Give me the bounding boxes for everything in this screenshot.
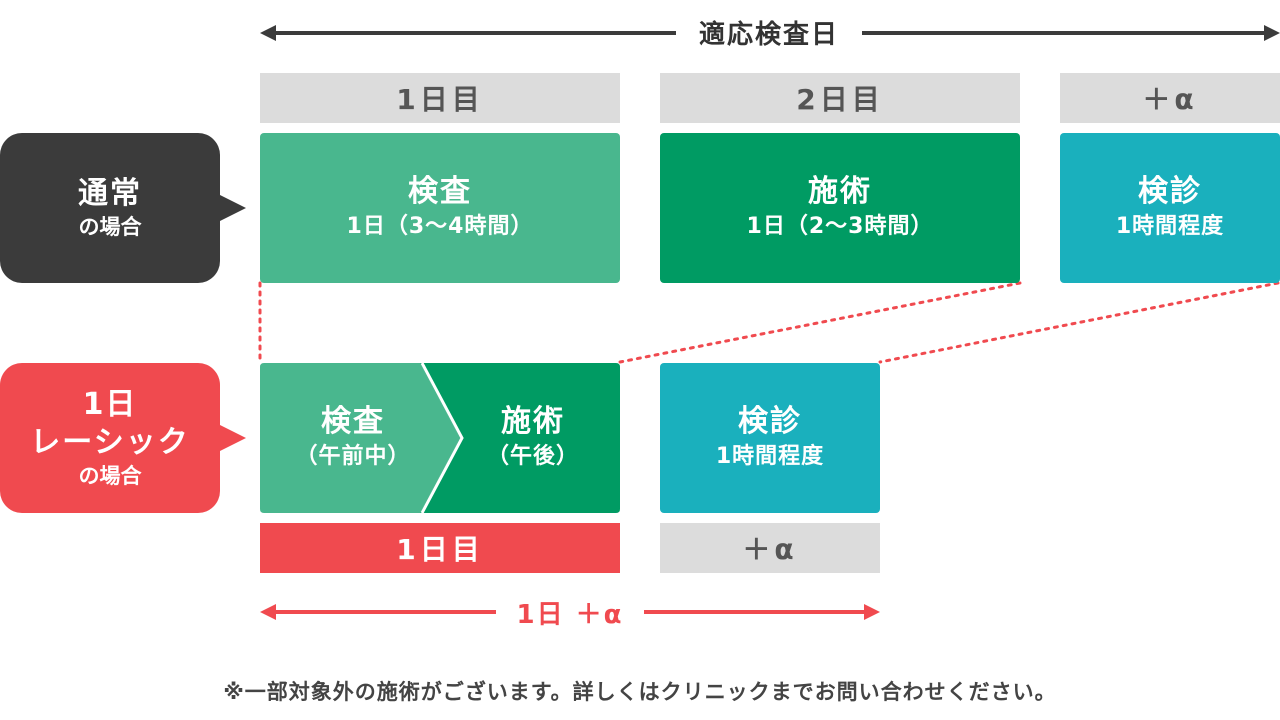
oneday-bubble-tail: [218, 424, 246, 452]
day-tag-1: 1日目: [260, 73, 620, 123]
normal-label-sub: の場合: [78, 215, 142, 239]
oneday-case-label: 1日 レーシック の場合: [0, 363, 220, 513]
oneday-exam-title: 検査: [321, 404, 385, 439]
normal-label-main: 通常: [78, 176, 142, 211]
day-tag-alpha: ＋α: [1060, 73, 1280, 123]
oneday-label-line1: 1日: [82, 387, 138, 422]
oneday-exam-time: （午前中）: [295, 444, 411, 469]
oneday-label-sub: の場合: [78, 464, 142, 488]
oneday-day-tag-1: 1日目: [260, 523, 620, 573]
arrow-left-icon: [260, 25, 276, 41]
normal-surgery-title: 施術: [808, 174, 872, 209]
oneday-checkup-title: 検診: [738, 404, 802, 439]
top-arrow-label: 適応検査日: [676, 14, 862, 51]
oneday-label-line2: レーシック: [30, 425, 190, 460]
normal-surgery-duration: 1日（2〜3時間）: [746, 214, 934, 239]
oneday-day-tag-alpha: ＋α: [660, 523, 880, 573]
bottom-arrow-label: 1日 ＋α: [496, 594, 644, 631]
normal-case-label: 通常 の場合: [0, 133, 220, 283]
oneday-exam-surgery-shape: [260, 363, 620, 513]
normal-exam-box: 検査 1日（3〜4時間）: [260, 133, 620, 283]
day-tag-2: 2日目: [660, 73, 1020, 123]
oneday-surgery-title: 施術: [501, 404, 565, 439]
normal-surgery-box: 施術 1日（2〜3時間）: [660, 133, 1020, 283]
connector-checkup: [878, 281, 1280, 364]
oneday-checkup-duration: 1時間程度: [715, 444, 825, 469]
oneday-checkup-box: 検診 1時間程度: [660, 363, 880, 513]
arrow-right-icon: [1264, 25, 1280, 41]
normal-checkup-box: 検診 1時間程度: [1060, 133, 1280, 283]
oneday-exam-box: 検査 （午前中）: [260, 363, 446, 513]
oneday-surgery-box: 施術 （午後）: [458, 363, 608, 513]
arrow-left-icon: [260, 604, 276, 620]
normal-checkup-title: 検診: [1138, 174, 1202, 209]
normal-bubble-tail: [218, 194, 246, 222]
connector-surgery: [618, 281, 1022, 364]
normal-exam-duration: 1日（3〜4時間）: [346, 214, 534, 239]
normal-checkup-duration: 1時間程度: [1115, 214, 1225, 239]
arrow-right-icon: [864, 604, 880, 620]
oneday-surgery-time: （午後）: [486, 444, 579, 469]
normal-exam-title: 検査: [408, 174, 472, 209]
footnote: ※一部対象外の施術がございます。詳しくはクリニックまでお問い合わせください。: [223, 680, 1057, 704]
